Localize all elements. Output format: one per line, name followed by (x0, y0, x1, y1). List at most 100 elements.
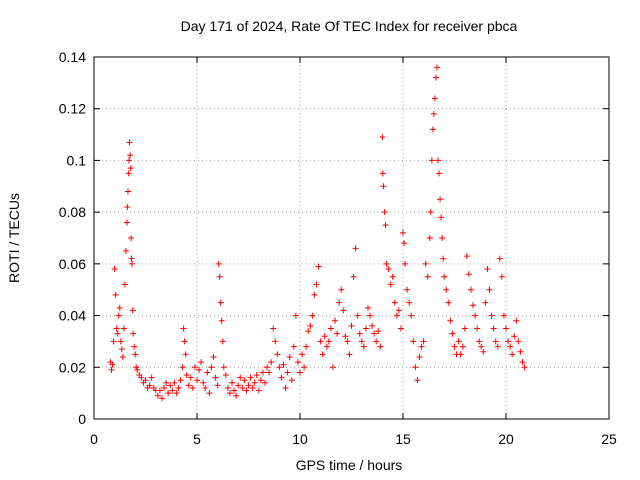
data-point (420, 338, 427, 345)
data-point (488, 312, 495, 319)
y-tick-label: 0.12 (59, 101, 86, 117)
data-point (515, 338, 522, 345)
data-point (435, 157, 442, 164)
data-point (474, 325, 481, 332)
data-point (439, 235, 446, 241)
data-point (189, 384, 196, 391)
data-point (280, 361, 287, 368)
data-point (327, 325, 334, 332)
data-point (313, 281, 320, 288)
data-point (494, 343, 501, 350)
data-point (451, 343, 458, 350)
data-point (430, 110, 437, 117)
data-point (185, 382, 192, 389)
x-tick-label: 0 (90, 431, 98, 447)
data-point (461, 325, 468, 332)
data-point (455, 338, 462, 345)
data-point (393, 312, 400, 319)
data-point (385, 266, 392, 273)
data-point (410, 338, 417, 345)
data-point (490, 325, 497, 332)
data-point (109, 361, 116, 368)
data-point (251, 379, 258, 386)
data-point (274, 351, 281, 358)
data-point (305, 328, 312, 335)
data-point (161, 384, 168, 391)
data-point (377, 343, 384, 350)
y-tick-label: 0.14 (59, 49, 86, 65)
data-point (379, 134, 386, 141)
data-point (360, 343, 367, 350)
x-tick-label: 5 (193, 431, 201, 447)
data-point (272, 338, 279, 345)
data-point (437, 196, 444, 203)
data-point (438, 214, 445, 221)
data-point (397, 325, 404, 332)
data-point (128, 255, 135, 262)
data-point (261, 379, 268, 386)
data-point (208, 364, 215, 371)
data-point (428, 157, 435, 164)
data-point (513, 317, 520, 324)
data-point (210, 353, 217, 360)
data-point (173, 390, 180, 397)
data-point (299, 351, 306, 358)
data-point (112, 291, 119, 298)
data-point (198, 359, 205, 366)
data-point (505, 338, 512, 345)
data-point (194, 377, 200, 384)
data-point (290, 343, 297, 350)
data-point (459, 343, 466, 350)
data-point (226, 390, 233, 397)
data-point (342, 333, 349, 340)
data-point (183, 372, 190, 379)
data-point (120, 325, 127, 332)
data-point (344, 338, 351, 345)
data-point (391, 299, 398, 306)
data-point (521, 364, 528, 371)
data-point (167, 382, 174, 389)
data-point (325, 338, 332, 345)
data-point (131, 343, 138, 350)
data-point (118, 346, 125, 353)
data-point (429, 126, 436, 133)
data-point (319, 351, 326, 358)
data-point (336, 299, 343, 306)
data-point (110, 338, 117, 345)
data-point (381, 209, 388, 216)
data-point (181, 338, 188, 345)
data-point (297, 369, 303, 376)
x-tick-label: 15 (395, 431, 411, 447)
data-point (278, 374, 285, 381)
data-point (128, 235, 135, 241)
data-point (307, 322, 314, 329)
data-point (148, 374, 155, 381)
data-point (127, 165, 134, 172)
data-point (222, 372, 229, 379)
data-point (154, 392, 161, 399)
data-point (340, 307, 347, 314)
data-point (124, 188, 131, 195)
data-point (443, 286, 450, 293)
data-point (249, 384, 256, 391)
data-point (142, 377, 149, 384)
data-point (169, 387, 176, 394)
data-point (264, 364, 271, 371)
data-point (406, 299, 413, 306)
data-point (200, 379, 207, 386)
plot-frame (93, 56, 610, 420)
data-point (356, 330, 363, 337)
x-tick-label: 10 (292, 431, 308, 447)
data-point (414, 377, 421, 384)
data-point (204, 369, 211, 376)
data-point (292, 312, 299, 319)
data-point (229, 379, 236, 386)
data-point (165, 390, 172, 397)
data-point (284, 369, 291, 376)
data-point (253, 372, 260, 379)
data-point (309, 312, 316, 319)
data-point (402, 260, 409, 267)
data-point (214, 382, 221, 389)
data-point (445, 299, 452, 306)
